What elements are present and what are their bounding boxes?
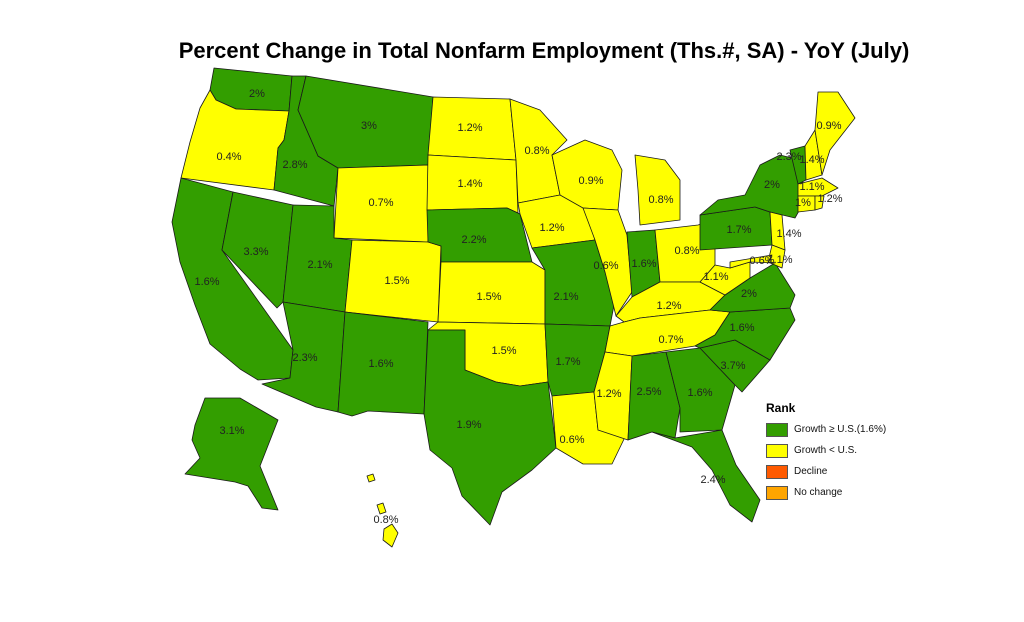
state-value-label: 0.8% — [524, 145, 549, 157]
state-value-label: 0.8% — [648, 194, 673, 206]
state-value-label: 2.3% — [292, 352, 317, 364]
state-md — [729, 254, 776, 269]
state-nv — [221, 191, 294, 309]
state-value-label: 0.7% — [658, 334, 683, 346]
state-value-label: 1.5% — [491, 345, 516, 357]
state-value-label: 1.9% — [456, 419, 481, 431]
state-value-label: 1.6% — [631, 258, 656, 270]
state-value-label: 0.4% — [216, 151, 241, 163]
state-value-label: 1.1% — [703, 271, 728, 283]
state-value-label: 2.8% — [282, 159, 307, 171]
state-value-label: 2.1% — [307, 259, 332, 271]
state-mi — [634, 154, 681, 226]
state-value-label: 0.7% — [368, 197, 393, 209]
state-value-label: 1% — [795, 197, 811, 209]
state-ma — [797, 177, 839, 197]
state-value-label: 1.2% — [596, 388, 621, 400]
legend-item: Decline — [766, 461, 886, 482]
state-il — [582, 207, 633, 317]
state-nm — [337, 311, 429, 417]
state-value-label: 1.6% — [729, 322, 754, 334]
state-fl — [651, 429, 761, 523]
state-me — [814, 91, 856, 176]
state-value-label: 2% — [249, 88, 265, 100]
state-value-label: 2.3% — [776, 151, 801, 163]
legend-swatch — [766, 443, 788, 458]
legend-label: No change — [794, 487, 843, 498]
state-value-label: 2.1% — [553, 291, 578, 303]
state-ri — [814, 195, 825, 211]
state-hi — [366, 473, 399, 548]
legend-item: No change — [766, 482, 886, 503]
state-value-label: 1.2% — [457, 122, 482, 134]
state-value-label: 1.2% — [539, 222, 564, 234]
state-value-label: 1.6% — [368, 358, 393, 370]
legend-item: Growth ≥ U.S.(1.6%) — [766, 419, 886, 440]
state-value-label: 3% — [361, 120, 377, 132]
state-value-label: 1.5% — [384, 275, 409, 287]
state-value-label: 1.7% — [726, 224, 751, 236]
state-value-label: 1.7% — [555, 356, 580, 368]
state-wi — [551, 139, 623, 211]
state-value-label: 0.8% — [373, 514, 398, 526]
state-value-label: 1.4% — [799, 154, 824, 166]
state-value-label: 2.4% — [700, 474, 725, 486]
state-value-label: 1.2% — [656, 300, 681, 312]
state-value-label: 2% — [764, 179, 780, 191]
state-value-label: 2.5% — [636, 386, 661, 398]
state-nc — [694, 307, 796, 361]
map-title: Percent Change in Total Nonfarm Employme… — [178, 38, 910, 63]
state-value-label: 1.6% — [194, 276, 219, 288]
state-value-label: 1.1% — [767, 254, 792, 266]
legend-label: Growth < U.S. — [794, 445, 858, 456]
state-value-label: 3.3% — [243, 246, 268, 258]
state-value-label: 2.2% — [461, 234, 486, 246]
legend-title: Rank — [766, 401, 796, 415]
legend-swatch — [766, 464, 788, 479]
legend: Rank Growth ≥ U.S.(1.6%) Growth < U.S. Dec… — [766, 401, 886, 503]
state-value-label: 3.7% — [720, 360, 745, 372]
state-value-label: 0.6% — [749, 255, 774, 267]
legend-label: Decline — [794, 466, 828, 477]
state-value-label: 3.1% — [219, 425, 244, 437]
state-value-label: 2% — [741, 288, 757, 300]
state-value-label: 1.1% — [799, 181, 824, 193]
state-tx — [423, 329, 557, 526]
legend-swatch — [766, 485, 788, 500]
legend-item: Growth < U.S. — [766, 440, 886, 461]
state-value-label: 0.6% — [593, 260, 618, 272]
state-value-label: 0.6% — [559, 434, 584, 446]
state-ak — [184, 397, 279, 511]
state-value-label: 1.6% — [687, 387, 712, 399]
state-value-label: 1.4% — [457, 178, 482, 190]
legend-label: Growth ≥ U.S.(1.6%) — [794, 424, 887, 435]
state-value-label: 0.8% — [674, 245, 699, 257]
state-value-label: 1.4% — [776, 228, 801, 240]
state-value-label: 1.5% — [476, 291, 501, 303]
state-value-label: 1.2% — [817, 193, 842, 205]
state-value-label: 0.9% — [578, 175, 603, 187]
state-value-label: 0.9% — [816, 120, 841, 132]
legend-swatch — [766, 422, 788, 437]
